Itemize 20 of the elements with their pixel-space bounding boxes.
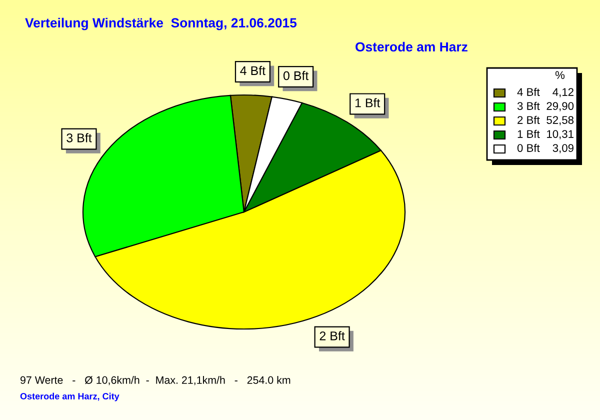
legend-label: 2 Bft — [518, 116, 540, 124]
legend-label: 0 Bft — [517, 144, 540, 152]
legend-label: 1 Bft — [518, 130, 540, 138]
data-label: 3,09 — [552, 144, 574, 154]
text: 97 Werte - Ø 10,6km/h - Max. 21,1km/h - 254.0 km — [20, 376, 290, 386]
data-label: 10,31 — [547, 130, 574, 140]
data-label: 29,90 — [546, 102, 574, 112]
slice-label: 3 Bft — [66, 133, 92, 142]
data-label: 4,12 — [552, 88, 574, 98]
slice-label: 4 Bft — [240, 66, 266, 76]
slice-label: 1 Bft — [355, 98, 380, 108]
legend-title: % — [555, 71, 565, 79]
text: Osterode am Harz, City — [20, 392, 120, 402]
data-label: 52,58 — [546, 116, 574, 126]
legend-label: 4 Bft — [517, 88, 540, 96]
slice-label: 0 Bft — [283, 70, 309, 80]
chart-subtitle: Osterode am Harz — [356, 42, 468, 52]
legend-label: 3 Bft — [517, 102, 540, 110]
chart-title: Verteilung Windstärke Sonntag, 21.06.2015 — [25, 18, 297, 30]
category-label: 2 Bft — [320, 331, 345, 340]
